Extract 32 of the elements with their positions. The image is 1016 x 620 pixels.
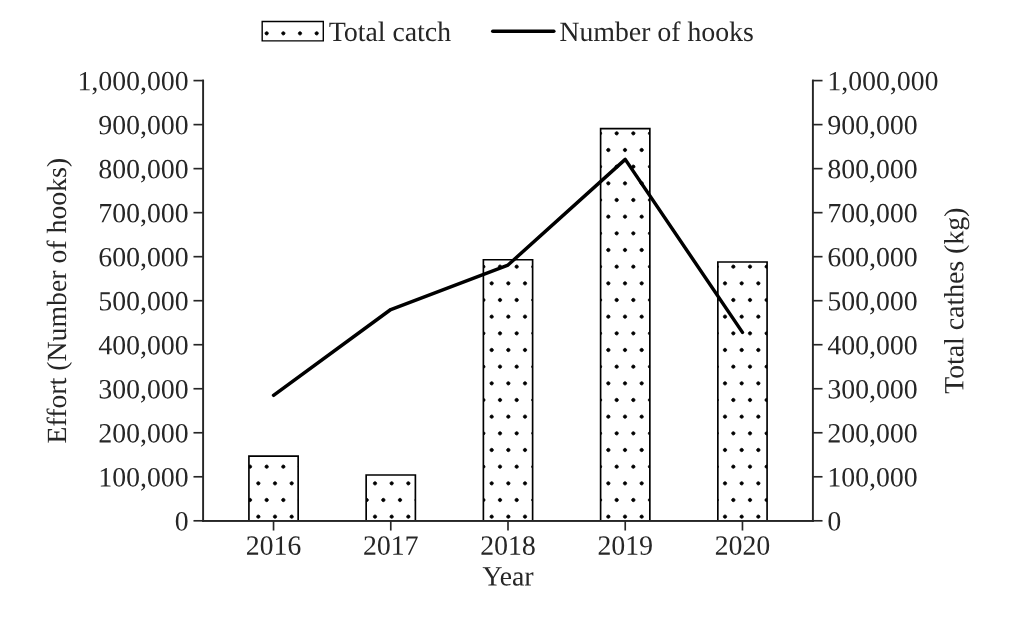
x-tick-label: 2018 xyxy=(481,536,535,555)
y-tick-label: 700,000 xyxy=(100,203,188,227)
y-tick-label: 200,000 xyxy=(99,423,188,447)
y2-tick-label: 500,000 xyxy=(829,291,917,315)
y2-tick-label: 800,000 xyxy=(828,159,917,183)
x-axis-title: Year xyxy=(482,567,534,586)
y2-tick-label: 400,000 xyxy=(827,335,917,359)
y2-tick-label: 100,000 xyxy=(829,467,917,491)
y-tick-label: 800,000 xyxy=(99,159,188,183)
y-tick-label: 400,000 xyxy=(98,335,188,359)
legend-label: Total catch xyxy=(329,21,451,42)
x-tick-label: 2016 xyxy=(246,536,301,555)
y2-tick-label: 300,000 xyxy=(828,379,917,403)
y2-tick-label: 0 xyxy=(828,511,841,531)
y2-tick-label: 200,000 xyxy=(828,423,917,447)
y2-tick-label: 600,000 xyxy=(828,247,917,271)
y-tick-label: 500,000 xyxy=(99,291,188,315)
legend-label: Number of hooks xyxy=(560,21,753,42)
y-tick-label: 300,000 xyxy=(99,379,188,403)
y-tick-label: 600,000 xyxy=(99,247,188,271)
y-axis-title: Effort (Number of hooks) xyxy=(46,159,72,443)
y2-axis-title: Total cathes (kg) xyxy=(944,208,970,394)
y-tick-label: 100,000 xyxy=(100,467,188,491)
y2-tick-label: 700,000 xyxy=(829,203,917,227)
y2-tick-label: 1,000,000 xyxy=(829,71,938,95)
x-tick-label: 2019 xyxy=(598,536,652,555)
y-tick-label: 900,000 xyxy=(99,115,188,139)
y-tick-label: 1,000,000 xyxy=(79,71,188,95)
y2-tick-label: 900,000 xyxy=(828,115,917,139)
x-tick-label: 2020 xyxy=(715,536,770,555)
x-tick-label: 2017 xyxy=(364,536,418,555)
y-tick-label: 0 xyxy=(175,511,188,531)
